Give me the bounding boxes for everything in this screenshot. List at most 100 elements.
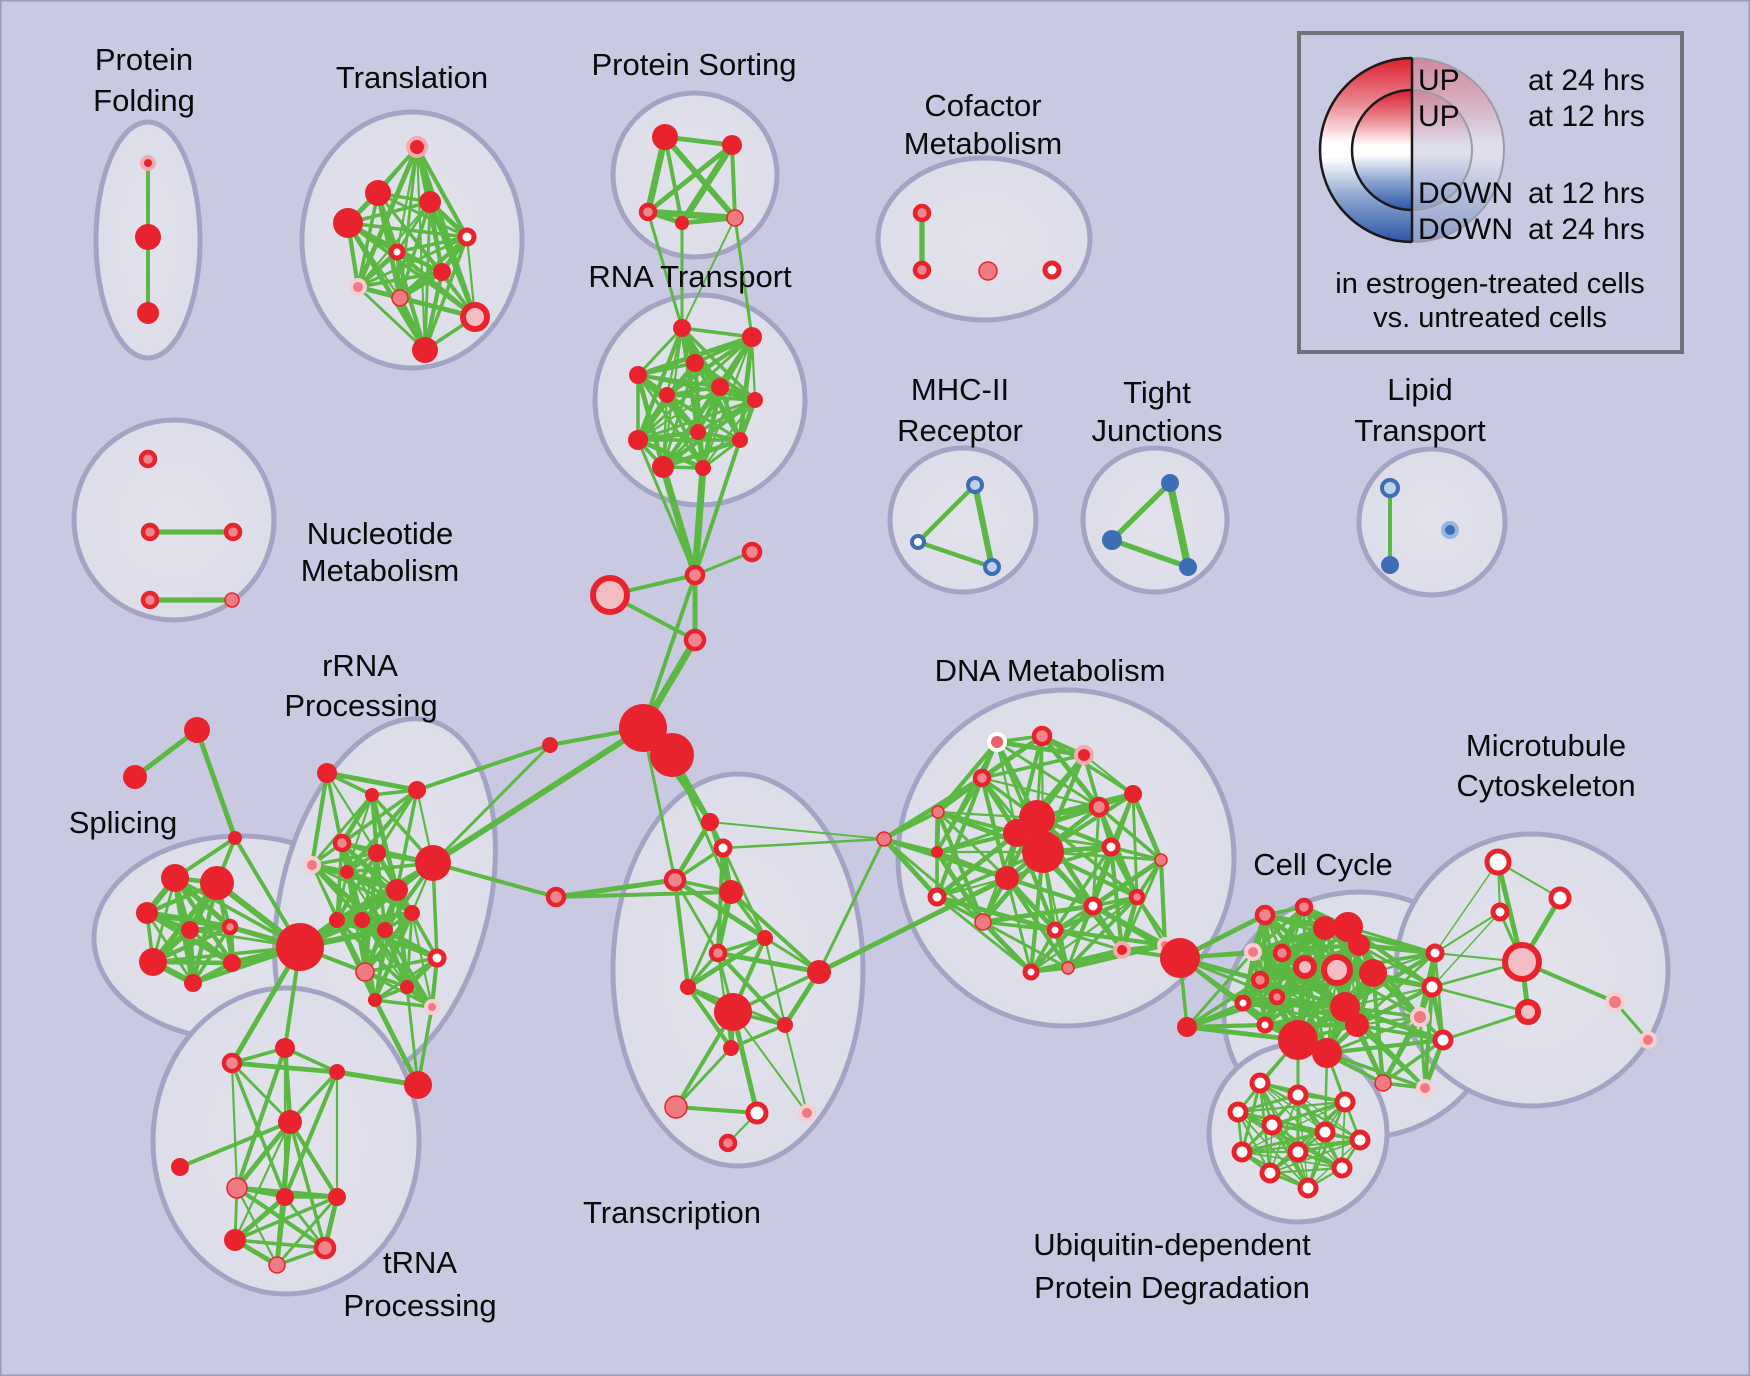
gene-set-edge [364, 956, 438, 974]
gene-set-edge [675, 1105, 758, 1115]
gene-node [987, 732, 1007, 752]
gene-node [1061, 961, 1075, 975]
gene-set-edge [1158, 859, 1168, 946]
gene-node [966, 476, 984, 494]
gene-node [135, 224, 161, 250]
gene-node [1046, 921, 1064, 939]
gene-node [1101, 837, 1121, 857]
gene-node [664, 1095, 688, 1119]
gene-set-edge [146, 910, 231, 930]
gene-node [1410, 1007, 1430, 1027]
gene-set-edge [883, 810, 939, 841]
gene-node [355, 962, 375, 982]
gene-set-edge [357, 285, 426, 352]
gene-node [303, 856, 321, 874]
gene-set-edge [357, 235, 468, 289]
gene-set-edge [194, 729, 238, 839]
gene-node [1349, 1129, 1371, 1151]
gene-node [184, 974, 202, 992]
gene-node [708, 943, 728, 963]
gene-node [1432, 1029, 1454, 1051]
gene-set-edge [374, 956, 438, 1002]
gene-node [726, 209, 744, 227]
gene-set-edge [981, 776, 1100, 809]
gene-node [683, 628, 707, 652]
gene-set-edge [641, 574, 697, 729]
gene-node [1348, 934, 1370, 956]
gene-set-edge [729, 890, 821, 974]
gene-set-edge [555, 877, 676, 900]
gene-node [224, 592, 240, 608]
gene-node [675, 216, 689, 230]
gene-set-edge [681, 326, 753, 339]
gene-node [224, 1229, 246, 1251]
gene-node [1605, 992, 1625, 1012]
gene-node [1268, 988, 1286, 1006]
gene-set-edge [1241, 1130, 1326, 1154]
gene-node [275, 1038, 295, 1058]
gene-node [276, 923, 324, 971]
gene-node [368, 844, 386, 862]
gene-set-edge [1343, 951, 1437, 1009]
gene-set-edge [1131, 793, 1139, 898]
gene-set-edge [1029, 904, 1095, 974]
gene-node [1249, 1072, 1271, 1094]
gene-set-edge [916, 483, 977, 544]
gene-set-edge [1263, 927, 1327, 1026]
gene-set-edge [1006, 876, 1094, 908]
gene-node [221, 918, 239, 936]
gene-node [328, 1188, 346, 1206]
gene-set-edge [326, 770, 418, 793]
gene-node [278, 1110, 302, 1134]
gene-set-edge [784, 1024, 808, 1114]
gene-set-edge [663, 136, 684, 224]
gene-node [365, 180, 391, 206]
gene-set-edge [335, 842, 344, 921]
gene-node [1484, 848, 1512, 876]
gene-node [1287, 1141, 1309, 1163]
gene-set-edge [234, 1238, 326, 1250]
cluster-label: Metabolism [904, 126, 1063, 161]
gene-set-edge [347, 221, 468, 239]
gene-node [745, 1101, 769, 1125]
gene-node [313, 1236, 337, 1260]
gene-node [1287, 1084, 1309, 1106]
gene-node [1313, 916, 1337, 940]
gene-node [1234, 994, 1252, 1012]
gene-set-edge [234, 1195, 338, 1242]
gene-set-edge [374, 998, 433, 1009]
gene-node [1003, 819, 1031, 847]
gene-node [714, 993, 752, 1031]
gene-set-edge [665, 393, 700, 434]
gene-node [1312, 1038, 1342, 1068]
gene-set-edge [716, 951, 787, 1027]
gene-node [718, 1133, 738, 1153]
gene-set-edge [1358, 942, 1436, 956]
gene-set-edge [432, 861, 557, 899]
gene-set-edge [363, 911, 414, 974]
gene-set-edge [981, 920, 1033, 974]
gene-set-edge [275, 1196, 339, 1266]
cluster-label: Transport [1354, 413, 1486, 448]
gene-node [406, 136, 428, 158]
gene-node [228, 831, 242, 845]
gene-node [223, 522, 243, 542]
gene-node [777, 1017, 793, 1033]
gene-set-edge [1166, 482, 1192, 568]
gene-node [590, 575, 630, 615]
gene-node [638, 202, 658, 222]
gene-node [931, 846, 943, 858]
gene-set-edge [1130, 793, 1164, 861]
gene-node [1083, 896, 1103, 916]
cluster-shell-lipid-transport [1356, 446, 1508, 598]
gene-node [1154, 853, 1168, 867]
gene-set-edge [722, 837, 885, 850]
cluster-shell-tight-junctions [1080, 445, 1230, 595]
gene-node [391, 289, 409, 307]
gene-set-edge [288, 1121, 327, 1249]
gene-node [136, 902, 158, 924]
gene-node [876, 831, 892, 847]
gene-node [171, 1158, 189, 1176]
